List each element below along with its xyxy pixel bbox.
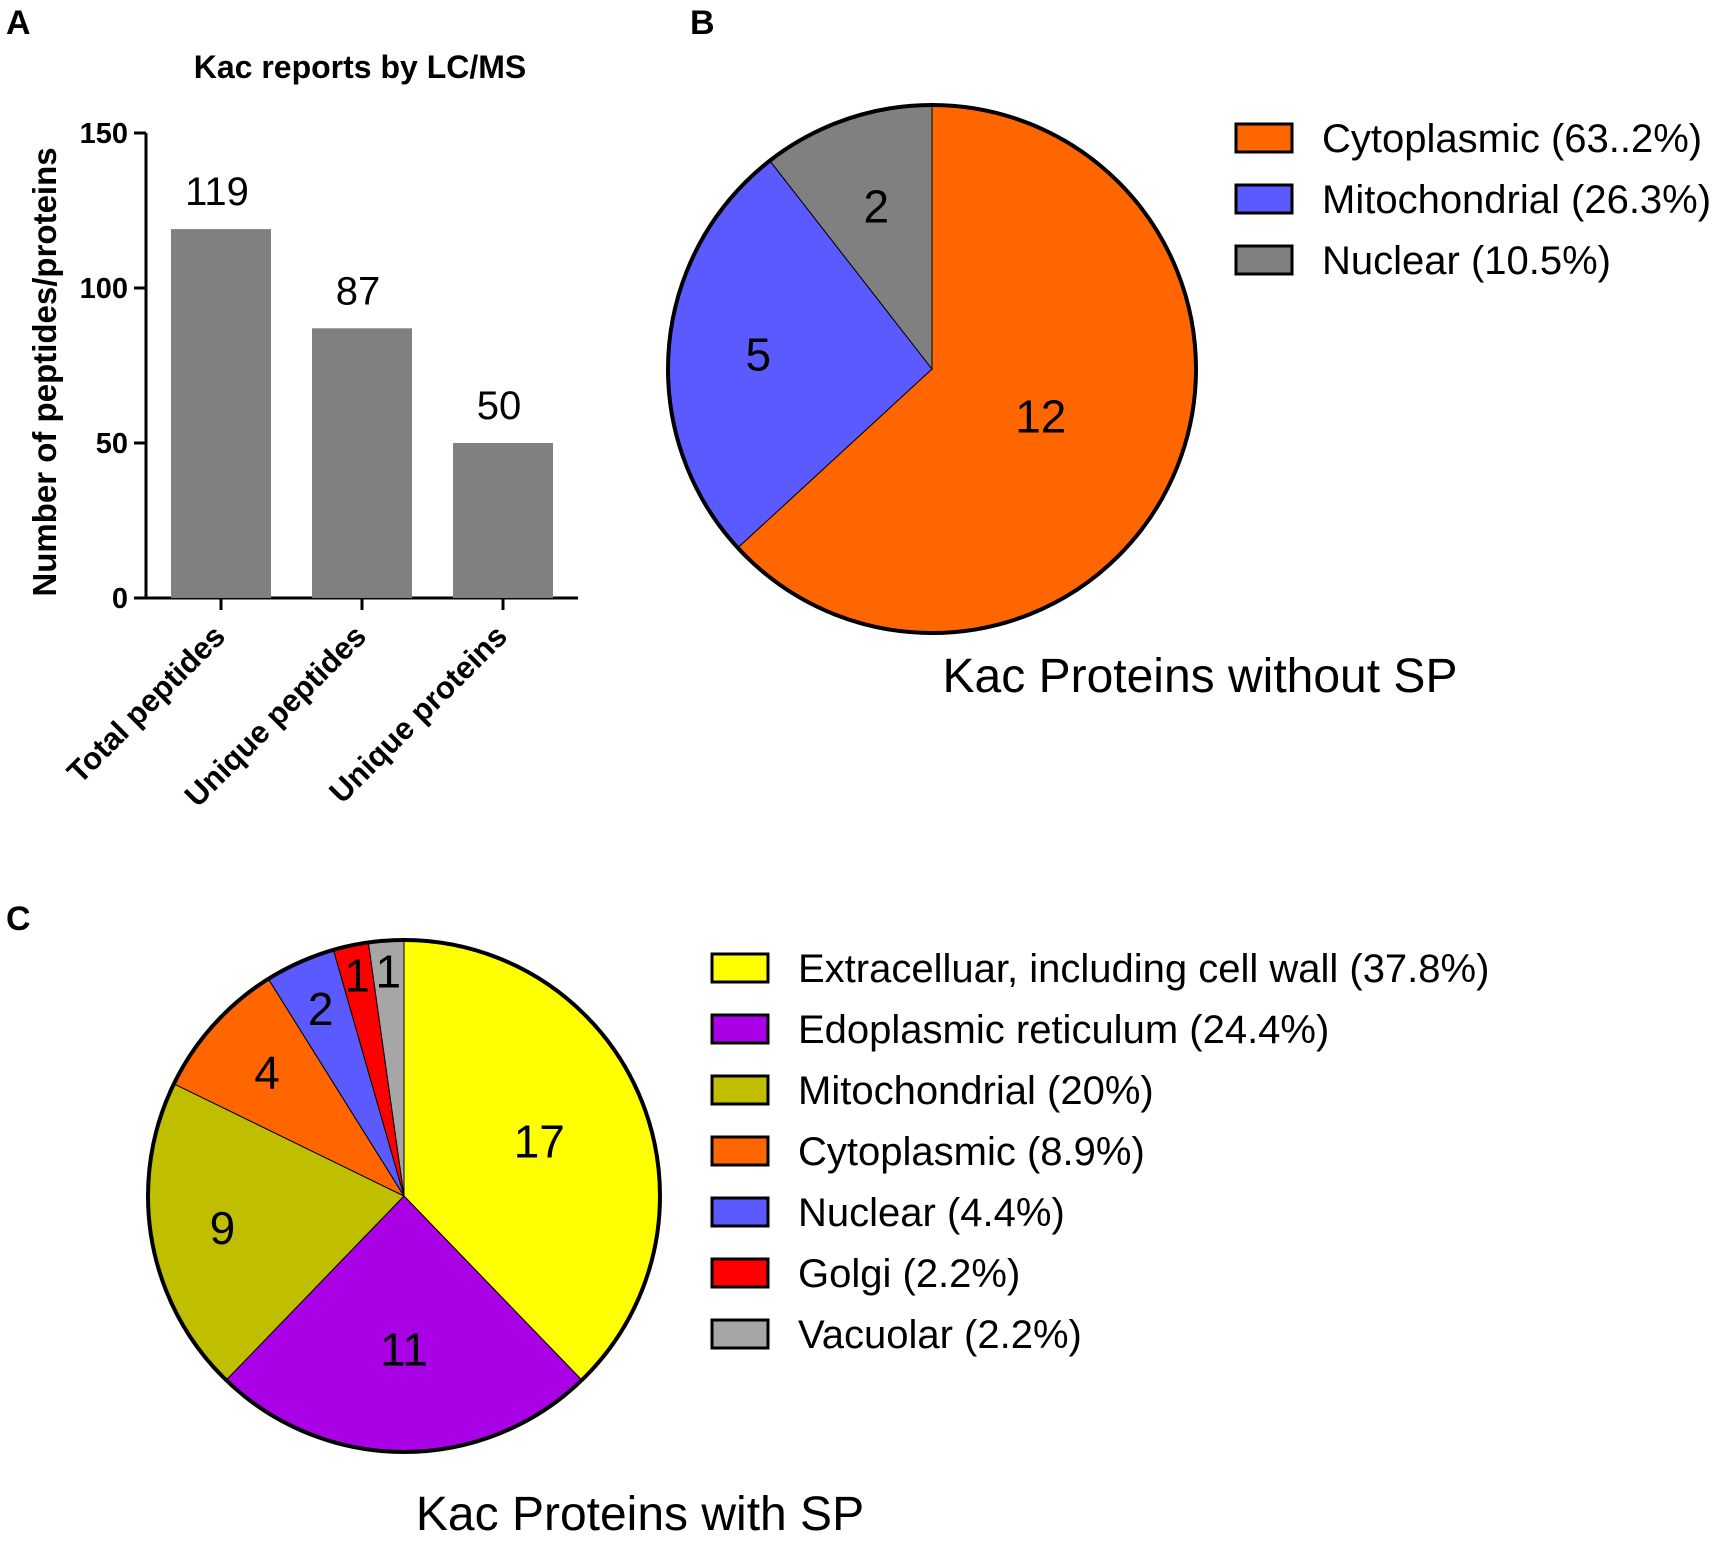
pie-c-slice-label-2: 11 [380,1324,428,1376]
bar-chart-title: Kac reports by LC/MS [194,49,527,85]
pie-c-slice-label-1: 17 [514,1115,565,1167]
pie-b-slice-label-1: 12 [1015,391,1066,443]
pie-c-pie-outline [146,938,662,1454]
y-tick-label-0: 0 [112,583,128,615]
bar-value-label-3: 50 [477,384,522,428]
pie-b-legend-swatch-1 [1234,122,1294,154]
pie-c-legend-swatch-4 [710,1135,770,1167]
pie-b-legend: Cytoplasmic (63..2%) Mitochondrial (26.3%… [1234,117,1711,283]
pie-b-slice-label-3: 2 [863,181,889,233]
pie-c-slice-label-6: 1 [344,950,370,1002]
pie-b-title: Kac Proteins without SP [943,650,1458,703]
pie-b-slice-label-2: 5 [746,329,772,381]
panel-label-c: C [6,900,31,938]
pie-c-legend-label-3: Mitochondrial (20%) [798,1069,1154,1113]
y-tick-label-100: 100 [80,273,128,305]
bar-chart: Kac reports by LC/MS Number of peptides/… [26,49,578,813]
pie-c-legend-swatch-6 [710,1257,770,1289]
pie-c-legend-swatch-1 [710,952,770,984]
pie-c-legend-label-4: Cytoplasmic (8.9%) [798,1130,1145,1174]
bar-chart-y-axis-label: Number of peptides/proteins [26,147,63,596]
pie-c-slice-label-4: 4 [254,1047,280,1099]
pie-c-slice-label-7: 1 [375,945,401,997]
panel-label-b: B [690,4,715,42]
y-tick-label-50: 50 [96,428,128,460]
bar-3 [453,443,553,598]
pie-b-legend-swatch-2 [1234,183,1294,215]
pie-b-slice-labels: 12 5 2 [746,181,1067,443]
pie-b-slices [666,103,1198,635]
pie-c-legend: Extracelluar, including cell wall (37.8%… [710,947,1489,1357]
pie-c-legend-label-2: Edoplasmic reticulum (24.4%) [798,1008,1329,1052]
pie-c-legend-label-6: Golgi (2.2%) [798,1252,1020,1296]
panel-label-a: A [6,4,31,42]
bar-value-label-1: 119 [185,170,249,214]
pie-c-legend-label-5: Nuclear (4.4%) [798,1191,1065,1235]
pie-c-legend-swatch-3 [710,1074,770,1106]
pie-c-legend-label-1: Extracelluar, including cell wall (37.8%… [798,947,1489,991]
pie-b-legend-label-3: Nuclear (10.5%) [1322,239,1611,283]
bar-2 [312,328,412,598]
pie-b-legend-label-1: Cytoplasmic (63..2%) [1322,117,1702,161]
pie-c-slice-label-5: 2 [308,983,334,1035]
pie-c-legend-swatch-5 [710,1196,770,1228]
y-tick-label-150: 150 [80,118,128,150]
bar-1 [171,229,271,598]
pie-c-slice-label-3: 9 [210,1202,236,1254]
pie-c-legend-swatch-2 [710,1013,770,1045]
pie-c-slices [146,938,662,1454]
bar-value-label-2: 87 [336,269,381,313]
pie-c-legend-label-7: Vacuolar (2.2%) [798,1313,1082,1357]
pie-c-title: Kac Proteins with SP [416,1488,864,1541]
pie-c-legend-swatch-7 [710,1318,770,1350]
pie-chart-without-sp: 12 5 2 Cytoplasmic (63..2%) Mitochondrial (… [666,103,1711,703]
pie-b-legend-label-2: Mitochondrial (26.3%) [1322,178,1711,222]
pie-b-pie-outline [666,103,1198,635]
pie-b-legend-swatch-3 [1234,244,1294,276]
